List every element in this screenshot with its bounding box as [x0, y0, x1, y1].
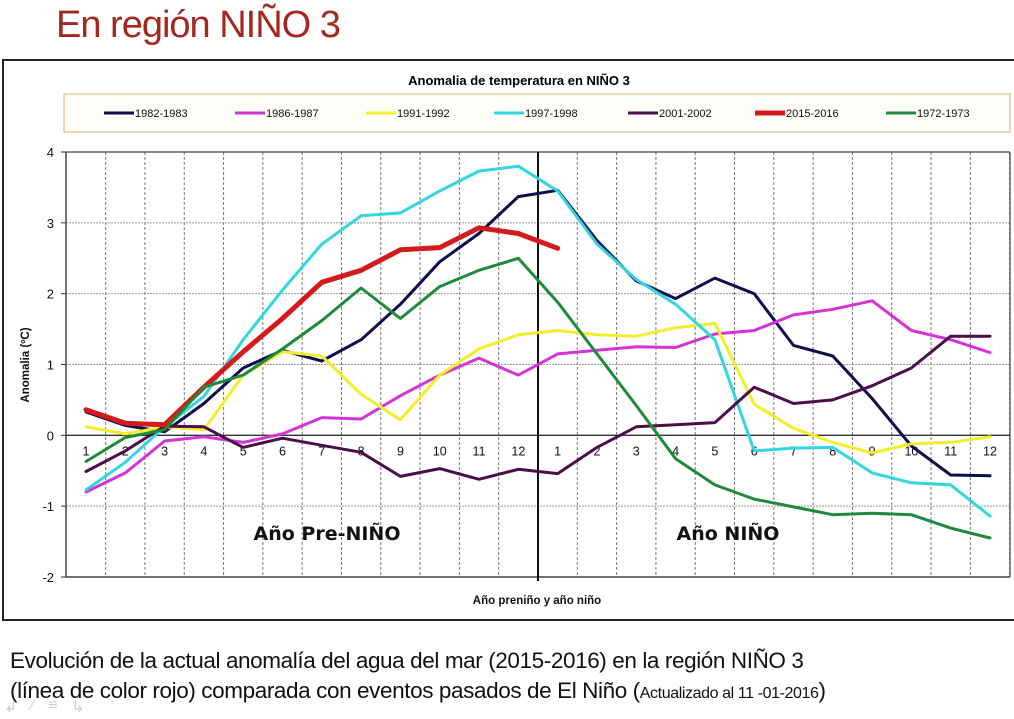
chart-title: Anomalia de temperatura en NIÑO 3 [408, 73, 630, 88]
y-tick-label: 4 [47, 145, 54, 160]
legend-label: 1982-1983 [135, 108, 188, 120]
x-tick-label: 5 [240, 444, 247, 458]
series-line-2001-2002 [84, 334, 992, 481]
series-line-1982-1983 [84, 188, 992, 478]
series-line-1997-1998 [84, 164, 992, 518]
x-axis-label: Año preniño y año niño [473, 595, 601, 607]
x-tick-label: 9 [869, 444, 876, 458]
y-tick-label: 1 [47, 358, 54, 373]
x-tick-label: 11 [473, 444, 486, 458]
series-line-2015-2016 [83, 225, 561, 428]
x-tick-label: 12 [511, 444, 525, 458]
x-tick-label: 7 [790, 444, 797, 458]
x-tick-label: 5 [711, 444, 718, 458]
x-tick-label: 3 [633, 444, 640, 458]
x-tick-label: 9 [397, 444, 404, 458]
series-line-1972-1973 [84, 256, 992, 540]
legend-label: 1972-1973 [917, 108, 970, 120]
x-tick-label: 1 [83, 444, 90, 458]
y-tick-label: 0 [47, 428, 54, 443]
caption-updated-date: Actualizado al 11 -01-2016 [639, 685, 819, 702]
x-tick-label: 4 [200, 444, 207, 458]
x-tick-label: 2 [593, 444, 600, 458]
y-tick-label: 3 [47, 216, 54, 231]
forward-arrow-icon[interactable]: ↳ [71, 699, 85, 716]
x-tick-label: 7 [318, 444, 325, 458]
legend-label: 1986-1987 [266, 108, 319, 120]
slide-title: En región NIÑO 3 [56, 4, 341, 46]
y-tick-label: -2 [42, 570, 54, 585]
y-tick-label: 2 [47, 287, 54, 302]
caption: Evolución de la actual anomalía del agua… [10, 646, 826, 709]
anomaly-chart: Anomalia de temperatura en NIÑO 3 1982-1… [20, 73, 1011, 607]
caption-line-2: (línea de color rojo) comparada con even… [10, 676, 826, 709]
caption-line-1: Evolución de la actual anomalía del agua… [10, 648, 804, 673]
legend-label: 1991-1992 [397, 108, 450, 120]
series-line-1986-1987 [84, 299, 992, 494]
series-line-1991-1992 [84, 321, 992, 455]
x-tick-label: 1 [554, 444, 561, 458]
x-tick-label: 11 [944, 444, 957, 458]
pen-icon[interactable]: ∕ [31, 697, 35, 714]
caption-line-2-text: (línea de color rojo) comparada con even… [10, 678, 640, 703]
annotation-pre-nino: Año Pre-NIÑO [254, 521, 401, 545]
annotation-nino: Año NIÑO [677, 521, 780, 545]
x-tick-label: 6 [279, 444, 286, 458]
legend-label: 2015-2016 [786, 108, 839, 120]
series-group [83, 164, 992, 540]
x-tick-label: 4 [672, 444, 679, 458]
y-axis-label: Anomalia (ºC) [20, 327, 32, 402]
x-tick-label: 8 [829, 444, 836, 458]
x-tick-label: 3 [161, 444, 168, 458]
x-tick-label: 12 [983, 444, 997, 458]
caption-close-paren: ) [818, 678, 826, 703]
back-arrow-icon[interactable]: ↲ [4, 699, 18, 716]
x-tick-label: 10 [433, 444, 447, 458]
legend-label: 2001-2002 [659, 108, 712, 120]
slide-nav: ↲ ∕ ≡ ↳ [4, 697, 85, 717]
legend-label: 1997-1998 [525, 108, 578, 120]
legend: 1982-1983 1986-1987 1991-1992 1997-1998 2001… [104, 108, 970, 120]
y-tick-label: -1 [42, 499, 54, 514]
legend-box [63, 93, 1011, 133]
menu-icon[interactable]: ≡ [48, 697, 58, 714]
